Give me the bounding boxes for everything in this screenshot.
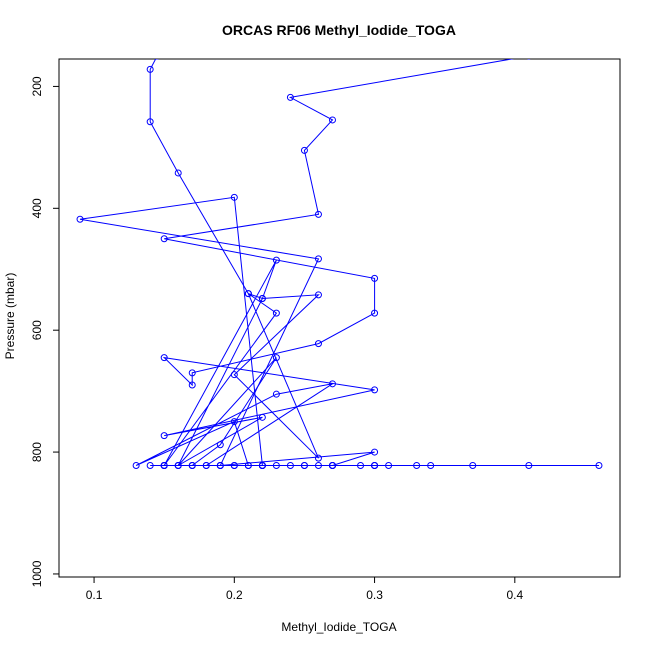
data-point — [160, 235, 168, 243]
x-tick-label: 0.2 — [226, 588, 243, 602]
data-point — [188, 461, 196, 469]
series-line — [149, 59, 375, 466]
data-point — [525, 461, 533, 469]
data-point — [371, 309, 379, 317]
data-point — [328, 380, 336, 388]
data-point — [160, 432, 168, 440]
data-point — [272, 461, 280, 469]
y-tick-label: 800 — [30, 442, 44, 462]
data-point — [174, 461, 182, 469]
x-axis: 0.1 0.2 0.3 0.4 — [86, 577, 523, 602]
data-point — [300, 461, 308, 469]
data-point — [371, 461, 379, 469]
data-point — [76, 215, 84, 223]
data-point — [258, 461, 266, 469]
data-point — [132, 461, 140, 469]
data-point — [188, 369, 196, 377]
data-point — [258, 413, 266, 421]
data-point — [160, 354, 168, 362]
data-point — [272, 309, 280, 317]
x-axis-label: Methyl_Iodide_TOGA — [281, 620, 396, 634]
x-tick-label: 0.1 — [86, 588, 103, 602]
series-layer — [76, 59, 603, 469]
data-point — [258, 294, 266, 302]
y-tick-label: 600 — [30, 320, 44, 340]
data-point — [146, 461, 154, 469]
x-tick-label: 0.3 — [366, 588, 383, 602]
x-tick-label: 0.4 — [506, 588, 523, 602]
data-point — [230, 371, 238, 379]
series-2 — [146, 59, 379, 469]
data-point — [371, 274, 379, 282]
data-point — [188, 381, 196, 389]
data-point — [146, 65, 154, 73]
data-point — [385, 461, 393, 469]
data-point — [371, 386, 379, 394]
data-point — [272, 354, 280, 362]
data-point — [328, 461, 336, 469]
data-point — [272, 256, 280, 264]
data-point — [230, 193, 238, 201]
data-point — [216, 441, 224, 449]
data-point — [314, 255, 322, 263]
y-tick-label: 400 — [30, 198, 44, 218]
data-point — [230, 418, 238, 426]
data-point — [328, 116, 336, 124]
data-point — [314, 210, 322, 218]
plot-frame — [58, 58, 621, 578]
data-point — [272, 390, 280, 398]
y-axis-label: Pressure (mbar) — [3, 273, 17, 360]
chart-title: ORCAS RF06 Methyl_Iodide_TOGA — [222, 22, 456, 38]
data-point — [230, 461, 238, 469]
data-point — [427, 461, 435, 469]
data-point — [216, 461, 224, 469]
data-point — [314, 340, 322, 348]
data-point — [469, 461, 477, 469]
y-axis: 200 400 600 800 1000 — [30, 76, 59, 587]
y-tick-label: 1000 — [30, 560, 44, 587]
data-point — [146, 118, 154, 126]
data-point — [314, 291, 322, 299]
data-point — [244, 290, 252, 298]
data-point — [595, 461, 603, 469]
data-point — [371, 448, 379, 456]
data-point — [314, 454, 322, 462]
data-point — [160, 461, 168, 469]
y-tick-label: 200 — [30, 76, 44, 96]
data-point — [174, 169, 182, 177]
data-point — [286, 93, 294, 101]
data-point — [300, 146, 308, 154]
data-point — [413, 461, 421, 469]
